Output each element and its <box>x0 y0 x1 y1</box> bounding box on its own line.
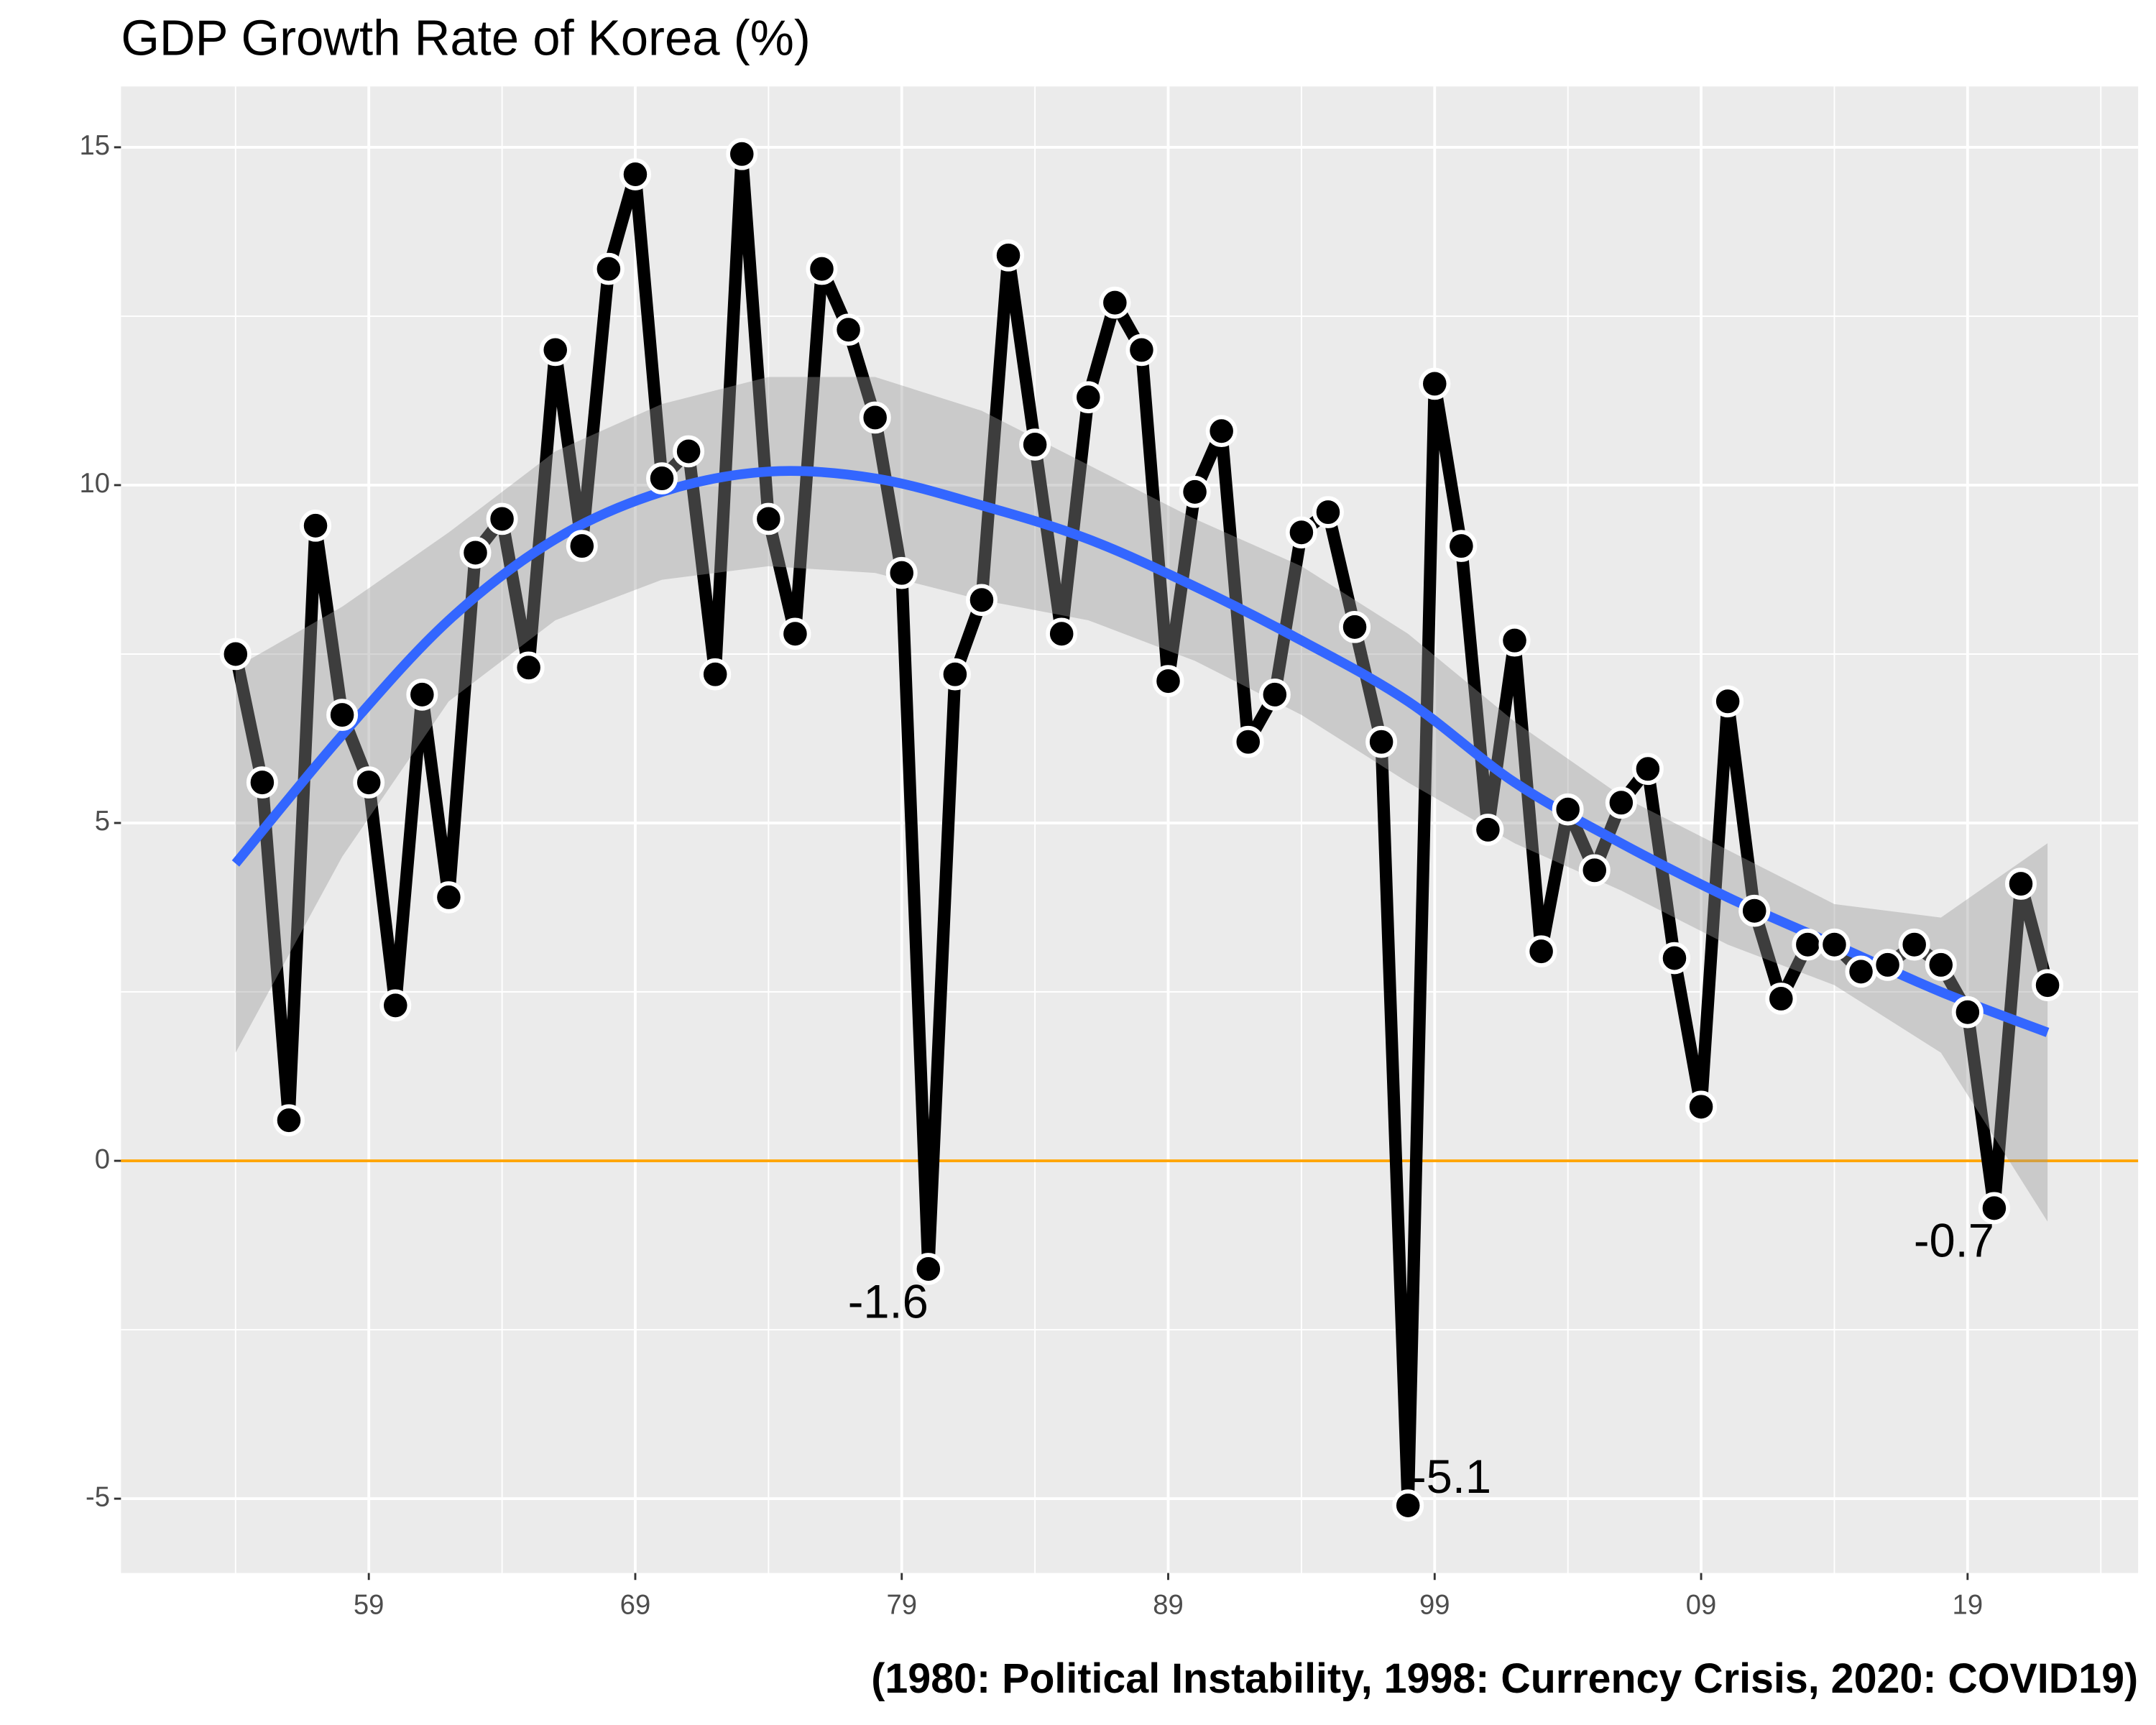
data-point <box>939 658 971 691</box>
data-point <box>1578 854 1611 887</box>
data-point <box>1312 496 1344 528</box>
data-point <box>512 651 545 684</box>
data-point <box>1285 516 1317 549</box>
chart-title: GDP Growth Rate of Korea (%) <box>121 9 810 66</box>
data-point <box>353 766 385 799</box>
data-point <box>326 699 359 731</box>
data-point <box>1392 1489 1424 1522</box>
data-point <box>752 502 785 535</box>
data-point <box>1472 814 1504 846</box>
y-tick-label: 0 <box>95 1144 110 1174</box>
y-tick-label: 10 <box>80 468 111 499</box>
data-point <box>673 435 705 468</box>
data-point <box>1179 476 1211 508</box>
confidence-band <box>235 377 2048 1222</box>
data-point <box>1951 995 1984 1029</box>
plot-background <box>121 86 2139 1573</box>
data-point <box>646 462 678 494</box>
data-point <box>219 638 252 671</box>
data-point <box>566 530 598 562</box>
data-point <box>459 536 492 569</box>
data-point <box>1845 955 1877 988</box>
data-point <box>885 556 918 589</box>
data-point <box>1046 617 1078 650</box>
annotation: -1.6 <box>848 1275 929 1328</box>
data-point <box>1765 983 1797 1015</box>
data-point <box>272 1104 305 1136</box>
data-point <box>379 989 412 1022</box>
data-point <box>726 137 758 170</box>
data-point <box>1152 665 1184 697</box>
chart-caption: (1980: Political Instability, 1998: Curr… <box>871 1656 2138 1702</box>
data-point <box>1925 949 1957 981</box>
data-point <box>300 510 332 542</box>
data-point <box>1099 286 1131 319</box>
data-point <box>2004 868 2037 900</box>
x-tick-label: 89 <box>1153 1589 1184 1620</box>
data-point <box>619 158 651 190</box>
data-point <box>859 401 891 434</box>
x-tick-label: 19 <box>1953 1589 1984 1620</box>
data-point <box>1419 367 1451 400</box>
data-point <box>1792 928 1824 961</box>
data-point <box>1072 381 1105 414</box>
x-tick-label: 79 <box>886 1589 917 1620</box>
data-point <box>1712 685 1744 718</box>
x-tick-label: 59 <box>354 1589 384 1620</box>
smooth-line <box>231 466 2050 1037</box>
data-point <box>806 252 838 285</box>
x-tick-label: 09 <box>1686 1589 1717 1620</box>
annotation: -5.1 <box>1411 1450 1491 1504</box>
y-tick-label: -5 <box>86 1481 110 1512</box>
data-point <box>1685 1090 1718 1123</box>
data-point <box>1631 753 1664 786</box>
data-point <box>1818 928 1851 961</box>
data-point <box>912 1253 944 1285</box>
data-point <box>1365 725 1398 758</box>
y-tick-label: 15 <box>80 130 111 161</box>
data-point <box>1738 894 1771 927</box>
data-point <box>832 313 865 346</box>
data-point <box>1019 428 1051 461</box>
data-point <box>965 584 998 617</box>
data-point <box>1125 334 1158 367</box>
data-point <box>246 766 278 799</box>
data-point <box>1445 530 1478 562</box>
data-point <box>1605 786 1637 819</box>
x-tick-label: 69 <box>620 1589 651 1620</box>
data-point <box>592 252 625 285</box>
data-point <box>1898 928 1930 961</box>
data-point <box>2032 969 2064 1001</box>
x-tick-label: 99 <box>1419 1589 1450 1620</box>
data-point <box>1552 793 1584 826</box>
data-point <box>1258 678 1291 711</box>
data-point <box>1871 949 1904 981</box>
annotation: -0.7 <box>1914 1214 1994 1267</box>
y-tick-label: 5 <box>95 806 110 837</box>
data-point <box>1232 725 1264 758</box>
data-point <box>486 502 518 535</box>
data-point <box>1658 942 1690 975</box>
data-point <box>1498 624 1531 657</box>
data-point <box>539 334 571 367</box>
data-point <box>1978 1192 2010 1225</box>
data-point <box>1525 935 1557 967</box>
data-point <box>406 678 438 711</box>
data-point <box>433 881 465 914</box>
data-point <box>1339 611 1371 643</box>
data-point <box>992 239 1025 272</box>
data-point <box>779 617 811 650</box>
data-point <box>699 658 732 691</box>
data-point <box>1205 415 1238 448</box>
